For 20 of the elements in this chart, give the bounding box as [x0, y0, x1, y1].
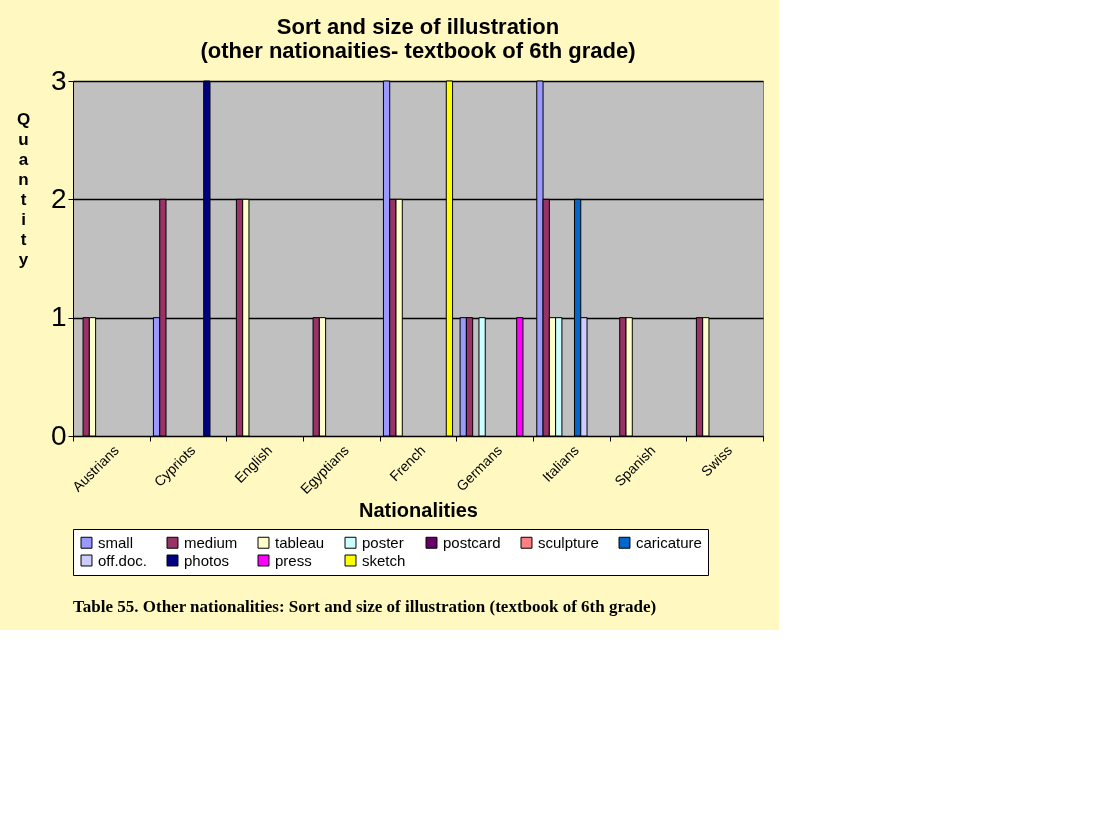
- y-tick-label: 0: [50, 419, 67, 451]
- text: (other nationaities- textbook of 6th grade): [200, 38, 636, 63]
- y-tick-label: 1: [50, 301, 67, 333]
- legend-label: poster: [362, 533, 404, 551]
- legend-label: small: [98, 533, 134, 551]
- y-tick-label: 3: [50, 64, 67, 96]
- legend-label: sketch: [362, 551, 406, 569]
- y-tick-label: 2: [50, 182, 67, 214]
- legend-label: photos: [184, 551, 230, 569]
- x-axis-title: Nationalities: [359, 498, 478, 521]
- legend-label: sculpture: [538, 533, 599, 551]
- legend-label: press: [275, 551, 312, 569]
- legend-label: medium: [184, 533, 238, 551]
- legend-label: postcard: [443, 533, 501, 551]
- text: Sort and size of illustration: [276, 14, 560, 39]
- y-axis-title: Quantity: [16, 109, 31, 269]
- legend-label: off.doc.: [98, 551, 147, 569]
- legend-label: tableau: [275, 533, 325, 551]
- caption: Table 55. Other nationalities: Sort and size of illustration (textbook of 6th grade): [73, 596, 657, 616]
- legend-label: caricature: [636, 533, 702, 551]
